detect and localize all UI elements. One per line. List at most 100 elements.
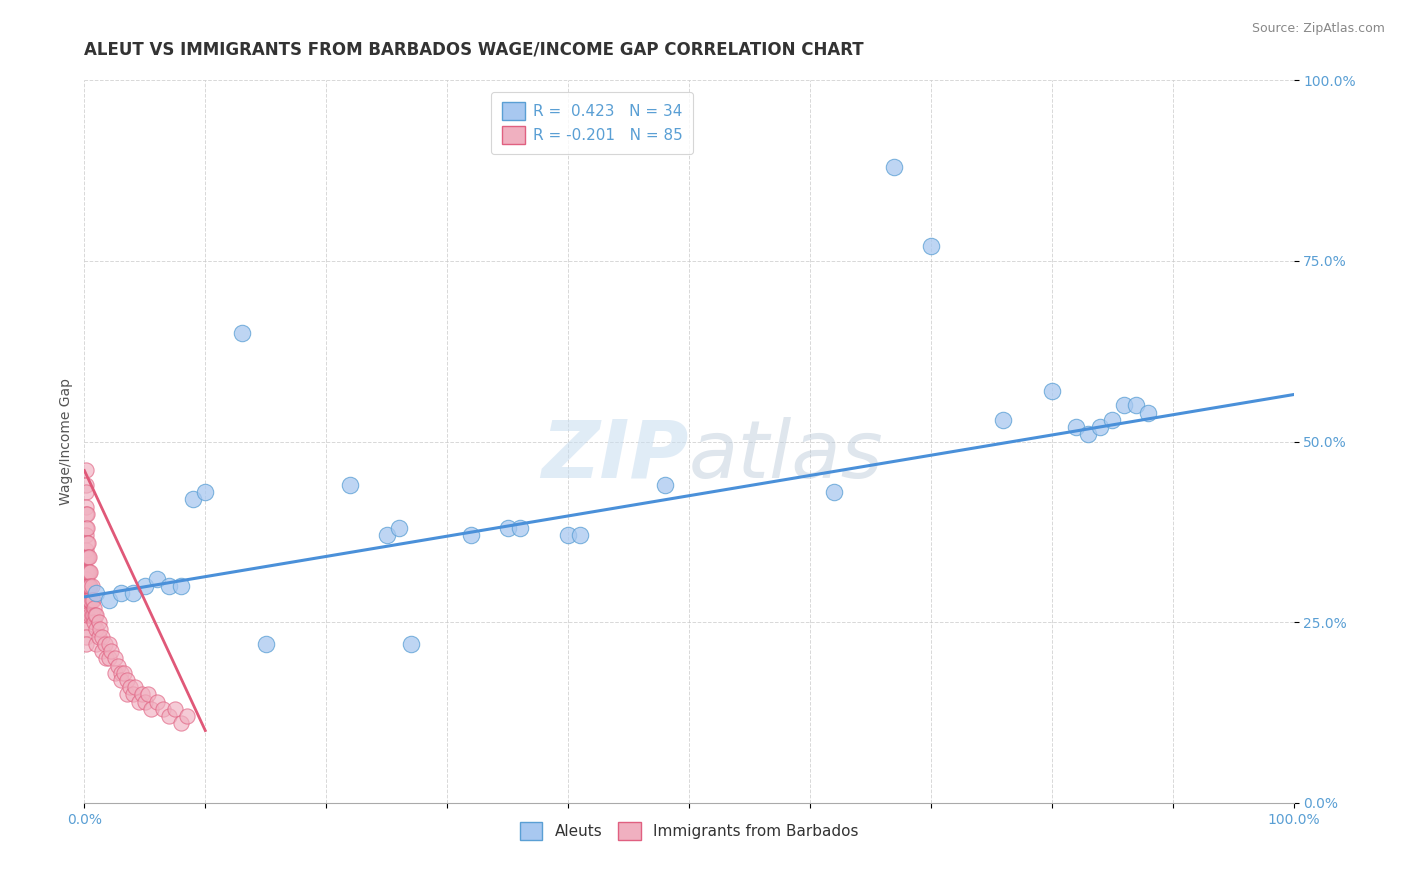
Point [94, 651, 117, 665]
Point [1114, 398, 1136, 412]
Point [75, 521, 97, 535]
Point [89, 623, 111, 637]
Point [120, 680, 142, 694]
Point [181, 492, 204, 507]
Point [86, 637, 108, 651]
Point [883, 160, 905, 174]
Point [75, 572, 97, 586]
Text: ALEUT VS IMMIGRANTS FROM BARBADOS WAGE/INCOME GAP CORRELATION CHART: ALEUT VS IMMIGRANTS FROM BARBADOS WAGE/I… [84, 40, 863, 58]
Point [170, 579, 193, 593]
Point [1137, 406, 1160, 420]
Point [110, 586, 132, 600]
Point [75, 500, 97, 514]
Point [79, 593, 101, 607]
Point [100, 644, 122, 658]
Point [76, 600, 98, 615]
Point [83, 600, 105, 615]
Point [339, 478, 361, 492]
Point [77, 565, 100, 579]
Point [76, 607, 98, 622]
Point [75, 565, 97, 579]
Point [107, 658, 129, 673]
Point [131, 687, 153, 701]
Point [112, 665, 135, 680]
Point [87, 630, 110, 644]
Point [79, 579, 101, 593]
Point [75, 607, 97, 622]
Point [104, 665, 127, 680]
Point [75, 600, 97, 615]
Point [75, 593, 97, 607]
Y-axis label: Wage/Income Gap: Wage/Income Gap [59, 378, 73, 505]
Point [165, 702, 187, 716]
Point [76, 593, 98, 607]
Point [496, 521, 519, 535]
Text: ZIP: ZIP [541, 417, 689, 495]
Point [128, 695, 150, 709]
Point [1088, 420, 1111, 434]
Point [77, 550, 100, 565]
Point [76, 535, 98, 549]
Point [83, 615, 105, 630]
Point [80, 607, 103, 622]
Point [77, 550, 100, 565]
Point [86, 623, 108, 637]
Point [77, 565, 100, 579]
Point [121, 586, 143, 600]
Legend: Aleuts, Immigrants from Barbados: Aleuts, Immigrants from Barbados [513, 816, 865, 846]
Point [134, 695, 156, 709]
Point [920, 239, 942, 253]
Point [75, 630, 97, 644]
Point [76, 521, 98, 535]
Point [1101, 413, 1123, 427]
Point [1040, 384, 1063, 398]
Point [115, 687, 138, 701]
Point [569, 528, 592, 542]
Point [104, 651, 127, 665]
Point [75, 478, 97, 492]
Point [86, 607, 108, 622]
Point [110, 673, 132, 687]
Point [79, 607, 101, 622]
Point [121, 687, 143, 701]
Point [91, 630, 114, 644]
Point [176, 709, 198, 723]
Point [75, 586, 97, 600]
Text: atlas: atlas [689, 417, 884, 495]
Point [460, 528, 482, 542]
Point [97, 637, 120, 651]
Point [993, 413, 1015, 427]
Point [146, 695, 169, 709]
Point [76, 550, 98, 565]
Point [86, 586, 108, 600]
Point [80, 579, 103, 593]
Point [134, 579, 156, 593]
Point [75, 528, 97, 542]
Point [87, 615, 110, 630]
Point [157, 709, 180, 723]
Point [124, 680, 146, 694]
Point [77, 579, 100, 593]
Point [388, 521, 411, 535]
Point [77, 593, 100, 607]
Point [76, 507, 98, 521]
Point [557, 528, 579, 542]
Point [138, 687, 160, 701]
Point [75, 463, 97, 477]
Point [146, 572, 169, 586]
Point [139, 702, 162, 716]
Text: Source: ZipAtlas.com: Source: ZipAtlas.com [1251, 22, 1385, 36]
Point [1125, 398, 1147, 412]
Point [76, 579, 98, 593]
Point [75, 623, 97, 637]
Point [509, 521, 531, 535]
Point [94, 637, 117, 651]
Point [115, 673, 138, 687]
Point [254, 637, 277, 651]
Point [75, 550, 97, 565]
Point [82, 607, 104, 622]
Point [375, 528, 398, 542]
Point [399, 637, 422, 651]
Point [79, 565, 101, 579]
Point [194, 485, 217, 500]
